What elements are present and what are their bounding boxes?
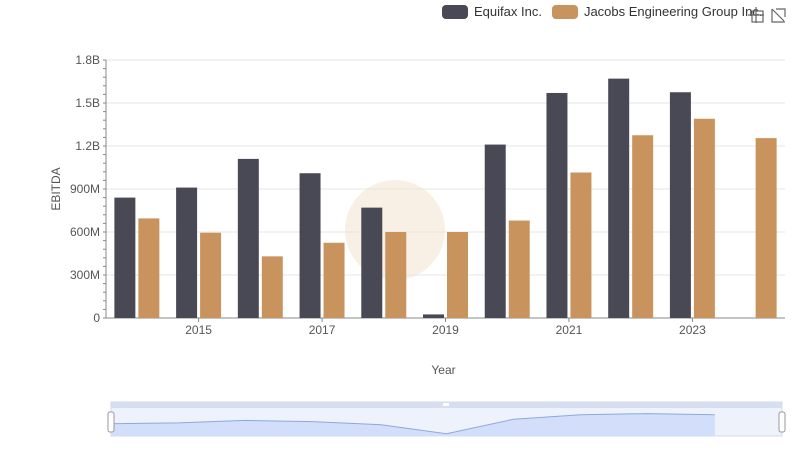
bar-jacobs-2022[interactable]: [632, 135, 654, 318]
y-tick-label: 0: [93, 311, 100, 325]
datazoom-area: [111, 413, 715, 436]
y-tick-label: 1.8B: [75, 53, 100, 67]
legend: Equifax Inc. Jacobs Engineering Group In…: [442, 4, 762, 19]
bar-jacobs-2017[interactable]: [323, 242, 345, 318]
restore-icon[interactable]: [770, 7, 786, 23]
datazoom-right-handle[interactable]: [778, 411, 786, 433]
bar-jacobs-2018[interactable]: [385, 232, 407, 318]
bar-equifax-2015[interactable]: [176, 187, 198, 318]
legend-swatch-jacobs: [551, 4, 578, 19]
bar-jacobs-2014[interactable]: [138, 218, 160, 318]
bar-jacobs-2020[interactable]: [508, 220, 530, 318]
y-tick-label: 300M: [70, 268, 100, 282]
y-tick-label: 600M: [70, 225, 100, 239]
legend-label-jacobs: Jacobs Engineering Group Inc.: [583, 4, 763, 19]
bar-equifax-2021[interactable]: [546, 92, 568, 318]
bar-jacobs-2021[interactable]: [570, 172, 592, 318]
bar-jacobs-2023[interactable]: [693, 118, 715, 319]
x-tick-label: 2015: [185, 323, 212, 337]
x-axis-title: Year: [431, 363, 455, 377]
y-tick-label: 900M: [70, 182, 100, 196]
datazoom-left-handle[interactable]: [107, 411, 115, 433]
legend-label-equifax: Equifax Inc.: [474, 4, 542, 19]
zoom-icon[interactable]: [748, 7, 764, 23]
y-tick-label: 1.5B: [75, 96, 100, 110]
datazoom-grip[interactable]: [443, 403, 449, 406]
bar-equifax-2023[interactable]: [669, 92, 691, 318]
x-tick-label: 2019: [432, 323, 459, 337]
x-tick-label: 2021: [556, 323, 583, 337]
legend-item-equifax[interactable]: Equifax Inc.: [442, 4, 542, 19]
bar-jacobs-2019[interactable]: [447, 232, 468, 318]
bar-equifax-2019[interactable]: [423, 314, 444, 318]
bar-jacobs-2016[interactable]: [261, 256, 283, 318]
bar-jacobs-2015[interactable]: [200, 232, 222, 318]
y-axis-title: EBITDA: [49, 167, 63, 210]
bar-equifax-2017[interactable]: [299, 173, 321, 318]
legend-item-jacobs[interactable]: Jacobs Engineering Group Inc.: [551, 4, 763, 19]
datazoom-line: [110, 413, 715, 435]
y-tick-label: 1.2B: [75, 139, 100, 153]
x-tick-label: 2023: [679, 323, 706, 337]
legend-swatch-equifax: [442, 4, 468, 19]
bar-jacobs-2024[interactable]: [755, 138, 777, 318]
bar-equifax-2018[interactable]: [361, 207, 383, 318]
toolbox: [748, 7, 786, 23]
x-tick-label: 2017: [309, 323, 336, 337]
bar-equifax-2020[interactable]: [484, 144, 506, 318]
bar-equifax-2014[interactable]: [114, 197, 136, 318]
bar-equifax-2016[interactable]: [237, 158, 259, 318]
bar-equifax-2022[interactable]: [608, 78, 630, 318]
